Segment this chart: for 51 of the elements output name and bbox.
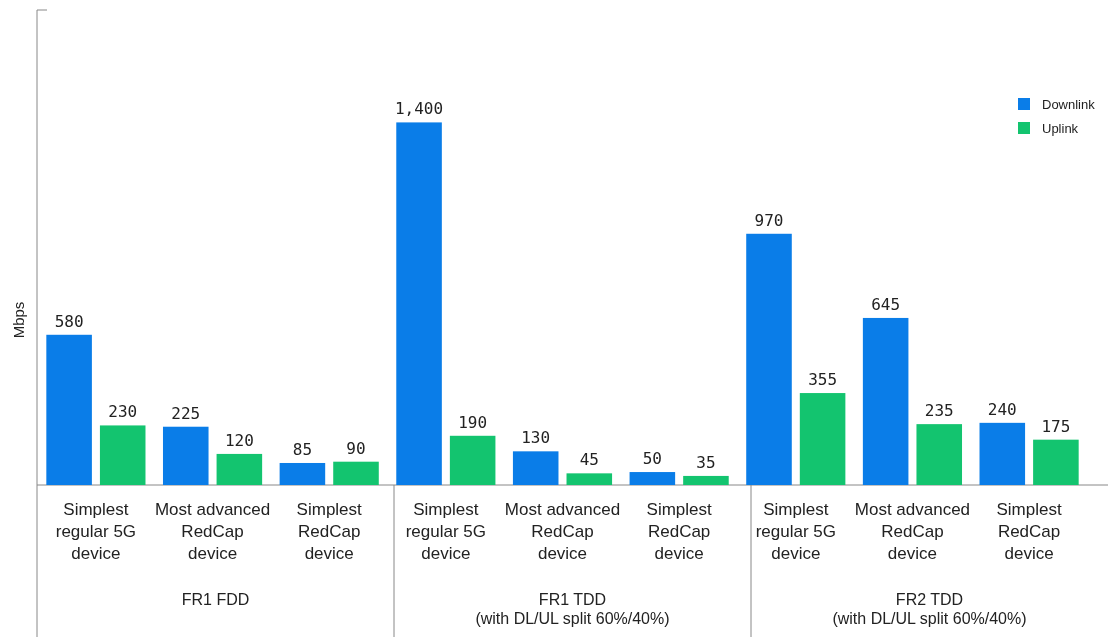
data-label: 85 — [292, 439, 313, 459]
x-tick-label: Most advanced RedCap device — [854, 500, 971, 563]
bar — [1033, 439, 1079, 485]
bar — [46, 334, 92, 485]
data-label: 355 — [808, 370, 838, 390]
x-tick-label: Simplest regular 5G device — [55, 500, 137, 563]
data-label: 970 — [754, 210, 784, 230]
bar — [99, 425, 146, 485]
data-label: 190 — [458, 412, 488, 432]
data-label: 580 — [54, 311, 84, 331]
text: FR1 FDD — [181, 591, 250, 608]
x-tick-label: Simplest regular 5G device — [755, 500, 836, 563]
x-tick-label: Simplest regular 5G device — [405, 500, 487, 563]
data-label: 35 — [696, 452, 716, 472]
bar — [512, 451, 559, 485]
data-label: 120 — [224, 430, 254, 450]
text: FR2 TDD (with DL/UL split 60%/40%) — [832, 591, 1027, 627]
x-tick-label: Simplest RedCap device — [996, 500, 1062, 563]
x-tick-label: Most advanced RedCap device — [504, 500, 621, 563]
data-label: 50 — [642, 449, 662, 469]
x-tick-label: Simplest RedCap device — [646, 500, 713, 563]
bar — [916, 424, 963, 485]
data-label: 90 — [346, 438, 366, 458]
data-label: 235 — [924, 401, 954, 421]
x-tick-label: Most advanced RedCap device — [154, 500, 271, 563]
data-label: 45 — [579, 450, 599, 470]
text: FR1 TDD (with DL/UL split 60%/40%) — [475, 591, 670, 627]
bar — [333, 461, 379, 485]
bar — [799, 393, 846, 485]
legend-label: Downlink — [1042, 97, 1096, 112]
bar — [449, 435, 496, 485]
bar — [683, 475, 729, 485]
bar — [279, 462, 326, 485]
y-axis-title: Mbps — [10, 301, 27, 339]
bar — [979, 422, 1026, 485]
bar — [746, 233, 792, 485]
legend-label: Uplink — [1042, 121, 1079, 136]
data-label: 230 — [108, 402, 138, 422]
data-label: 645 — [871, 294, 901, 314]
data-label: 240 — [987, 399, 1017, 419]
bar — [566, 473, 613, 485]
data-label: 225 — [171, 403, 201, 423]
bar — [216, 453, 263, 485]
bar — [162, 426, 209, 485]
data-label: 130 — [521, 428, 551, 448]
bar — [629, 472, 676, 485]
data-label: 1,400 — [394, 99, 444, 119]
x-tick-label: Simplest RedCap device — [296, 500, 363, 563]
data-label: 175 — [1041, 416, 1071, 436]
bar — [396, 122, 442, 485]
bar — [862, 317, 909, 485]
